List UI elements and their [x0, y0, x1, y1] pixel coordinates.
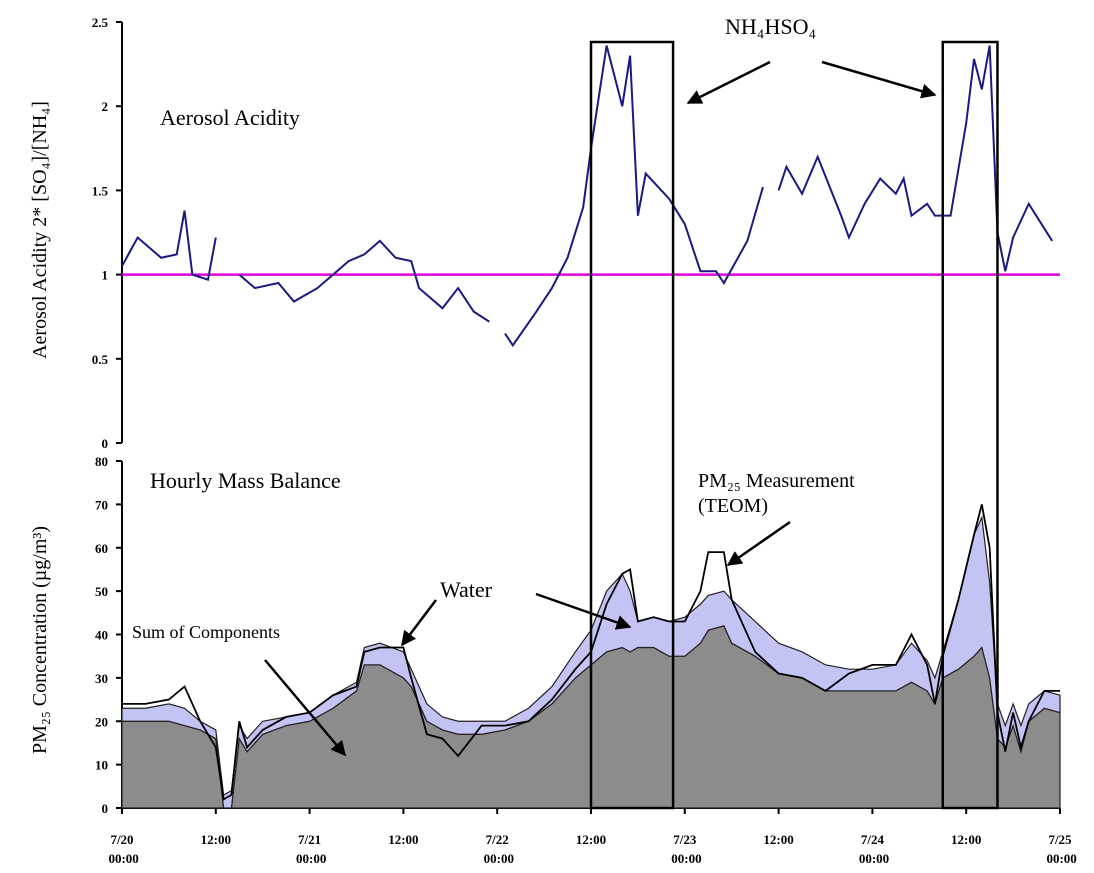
y-tick-label: 70 [95, 497, 108, 512]
data-line [122, 504, 1060, 801]
x-tick-label: 12:00 [201, 832, 231, 847]
y-tick-label: 50 [95, 584, 108, 599]
y-tick-label: 80 [95, 454, 108, 469]
x-tick-label: 7/23 00:00 [668, 832, 702, 866]
data-line [777, 45, 1054, 272]
arrow [264, 659, 346, 757]
x-tick-label: 7/20 00:00 [105, 832, 139, 866]
y-tick-label: 2 [102, 99, 109, 114]
x-tick-label: 7/21 00:00 [293, 832, 327, 866]
data-line [121, 210, 217, 281]
highlight-box [941, 40, 999, 810]
x-tick-label: 7/22 00:00 [480, 832, 514, 866]
x-tick-label: 12:00 [576, 832, 606, 847]
arrow [726, 520, 791, 567]
y-axis-title: Aerosol Acidity 2* [SO₄]/[NH₄] [29, 101, 51, 359]
x-tick-label: 7/24 00:00 [856, 832, 890, 866]
annotation: Sum of Components [132, 622, 280, 642]
y-tick-label: 1 [102, 268, 109, 283]
y-tick-label: 0 [102, 436, 109, 451]
annotation: Water [440, 577, 493, 602]
y-tick-label: 10 [95, 758, 108, 773]
annotation: PM₂₅ Measurement [698, 470, 855, 492]
y-tick-label: 0.5 [92, 352, 109, 367]
x-tick-label: 12:00 [951, 832, 981, 847]
arrow [821, 60, 937, 99]
arrow [401, 599, 437, 647]
annotation: NH₄HSO₄ [725, 14, 816, 39]
y-axis-title: PM₂₅ Concentration (µg/m³) [29, 526, 51, 754]
y-tick-label: 0 [102, 801, 109, 816]
highlight-box [589, 40, 675, 810]
y-tick-label: 1.5 [92, 183, 109, 198]
y-tick-label: 60 [95, 541, 108, 556]
y-tick-label: 2.5 [92, 15, 109, 30]
panel-title: Hourly Mass Balance [150, 468, 341, 493]
arrow [686, 60, 771, 105]
x-tick-label: 12:00 [763, 832, 793, 847]
y-tick-label: 20 [95, 714, 108, 729]
x-tick-label: 7/25 00:00 [1043, 832, 1077, 866]
x-tick-label: 12:00 [388, 832, 418, 847]
data-line [504, 45, 764, 348]
panel-title: Aerosol Acidity [160, 105, 300, 130]
data-line [238, 239, 490, 323]
arrow [535, 592, 632, 630]
annotation: (TEOM) [698, 495, 768, 517]
arrows [264, 60, 937, 757]
y-tick-label: 40 [95, 628, 108, 643]
y-tick-label: 30 [95, 671, 108, 686]
